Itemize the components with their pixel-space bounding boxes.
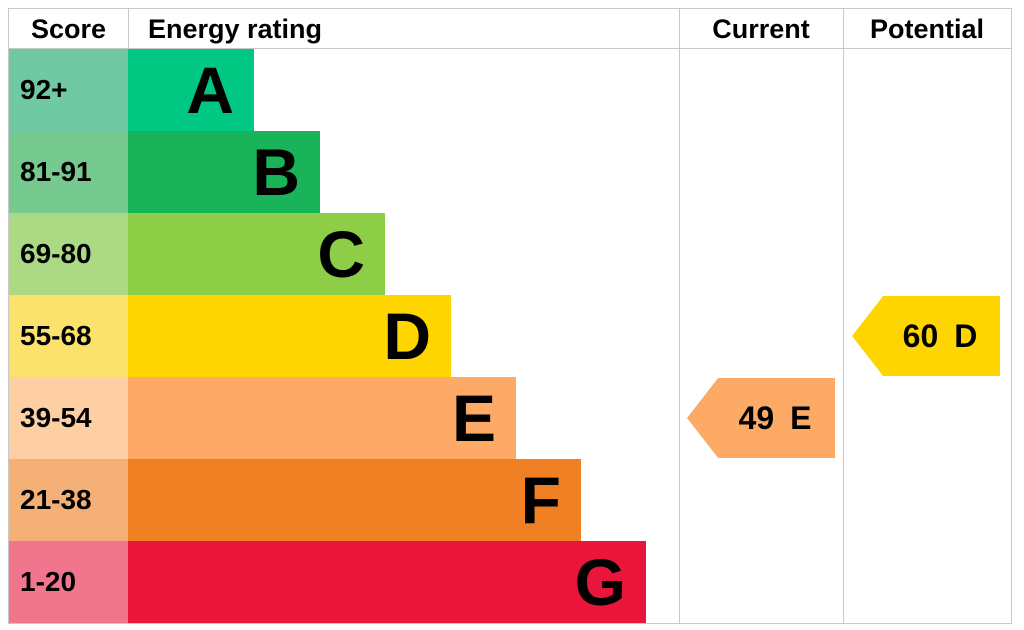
rating-bar-b: B <box>128 131 320 213</box>
band-row-b: 81-91 B <box>9 131 1011 213</box>
band-row-g: 1-20 G <box>9 541 1011 623</box>
band-row-a: 92+ A <box>9 49 1011 131</box>
band-row-f: 21-38 F <box>9 459 1011 541</box>
score-column-header: Score <box>9 9 129 48</box>
score-range-label: 92+ <box>20 74 68 105</box>
score-cell-b: 81-91 <box>9 131 128 213</box>
rating-bar-d: D <box>128 295 451 377</box>
potential-column-divider <box>843 9 844 623</box>
score-cell-e: 39-54 <box>9 377 128 459</box>
score-cell-f: 21-38 <box>9 459 128 541</box>
rating-bar-c: C <box>128 213 385 295</box>
score-range-label: 55-68 <box>20 320 92 351</box>
score-range-label: 21-38 <box>20 484 92 515</box>
band-row-e: 39-54 E <box>9 377 1011 459</box>
potential-rating-arrow: 60 D <box>852 296 1000 376</box>
rating-bar-g: G <box>128 541 646 623</box>
score-cell-c: 69-80 <box>9 213 128 295</box>
current-rating-arrow: 49 E <box>687 378 835 458</box>
rating-bar-e: E <box>128 377 516 459</box>
current-rating-score: 49 <box>738 399 775 436</box>
score-range-label: 1-20 <box>20 566 77 597</box>
potential-rating-score: 60 <box>902 317 939 354</box>
current-column-divider <box>679 9 680 623</box>
score-cell-a: 92+ <box>9 49 128 131</box>
current-rating-band: E <box>790 399 812 436</box>
band-row-d: 55-68 D <box>9 295 1011 377</box>
score-range-label: 81-91 <box>20 156 92 187</box>
band-letter: E <box>451 381 496 455</box>
band-letter: F <box>520 463 561 537</box>
score-cell-d: 55-68 <box>9 295 128 377</box>
band-letter: A <box>186 53 234 127</box>
score-cell-g: 1-20 <box>9 541 128 623</box>
potential-rating-band: D <box>954 317 978 354</box>
band-letter: C <box>317 217 365 291</box>
rating-bar-a: A <box>128 49 254 131</box>
energy-rating-column-header: Energy rating <box>148 14 323 44</box>
potential-column-header: Potential <box>869 14 984 44</box>
score-range-label: 69-80 <box>20 238 92 269</box>
band-letter: D <box>383 299 431 373</box>
epc-rating-chart: Score Energy rating Current Potential 92… <box>8 8 1012 624</box>
band-row-c: 69-80 C <box>9 213 1011 295</box>
band-letter: B <box>252 135 300 209</box>
table-header: Score Energy rating Current Potential <box>9 9 1011 49</box>
band-rows: 92+ A 81-91 B 69-80 C 55-68 D 39-54 E 21… <box>9 49 1011 623</box>
current-column-header: Current <box>712 14 810 44</box>
rating-bar-f: F <box>128 459 581 541</box>
score-range-label: 39-54 <box>20 402 92 433</box>
band-letter: G <box>574 545 626 619</box>
